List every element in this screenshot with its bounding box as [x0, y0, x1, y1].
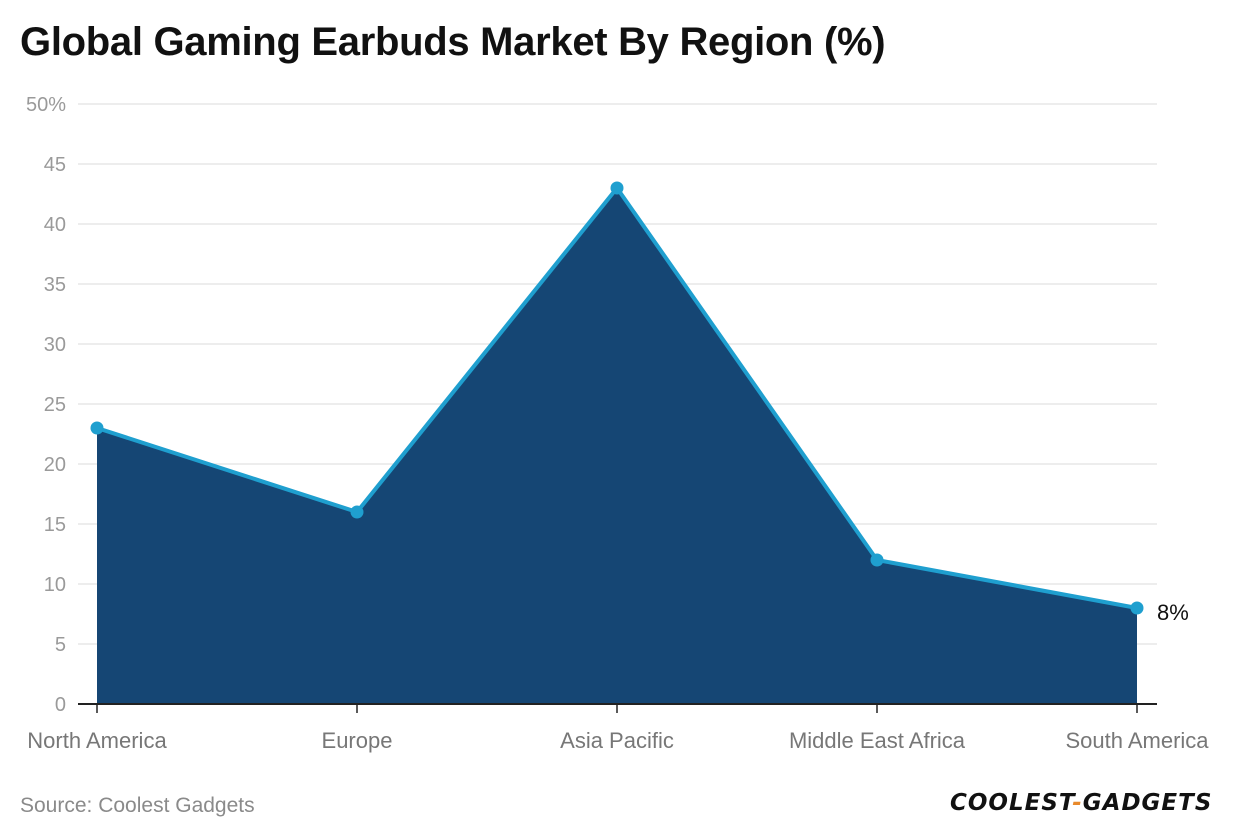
x-category-label: South America [1065, 728, 1209, 753]
logo-text-right: GADGETS [1082, 790, 1213, 816]
y-tick-label: 5 [55, 634, 66, 656]
data-point [90, 421, 104, 435]
y-tick-label: 0 [55, 694, 66, 716]
logo-text-left: COOLEST [950, 790, 1073, 816]
y-tick-label: 30 [44, 334, 66, 356]
data-label: 8% [1157, 600, 1189, 625]
logo-dash: - [1072, 790, 1083, 816]
y-tick-label: 15 [44, 514, 66, 536]
y-tick-label: 40 [44, 214, 66, 236]
area-fill [97, 188, 1137, 704]
chart-title: Global Gaming Earbuds Market By Region (… [20, 20, 886, 64]
y-tick-label: 50% [26, 94, 66, 116]
y-tick-label: 25 [44, 394, 66, 416]
x-category-label: North America [27, 728, 167, 753]
y-tick-label: 45 [44, 154, 66, 176]
y-axis-ticks: 0 5 10 15 20 25 30 35 40 45 50% [26, 94, 66, 716]
y-tick-label: 20 [44, 454, 66, 476]
data-labels: 8% [1157, 600, 1189, 625]
x-axis-labels: North America Europe Asia Pacific Middle Ea… [27, 728, 1209, 753]
data-point [610, 181, 624, 195]
source-note: Source: Coolest Gadgets [20, 794, 255, 817]
data-point [350, 505, 364, 519]
x-axis [78, 703, 1157, 713]
x-category-label: Middle East Africa [789, 728, 966, 753]
y-tick-label: 10 [44, 574, 66, 596]
data-point [870, 553, 884, 567]
area-series [96, 186, 1138, 704]
data-markers [90, 181, 1144, 615]
x-category-label: Europe [322, 728, 393, 753]
coolest-gadgets-logo: COOLEST-GADGETS [950, 790, 1212, 816]
x-category-label: Asia Pacific [560, 728, 674, 753]
y-tick-label: 35 [44, 274, 66, 296]
data-point [1130, 601, 1144, 615]
